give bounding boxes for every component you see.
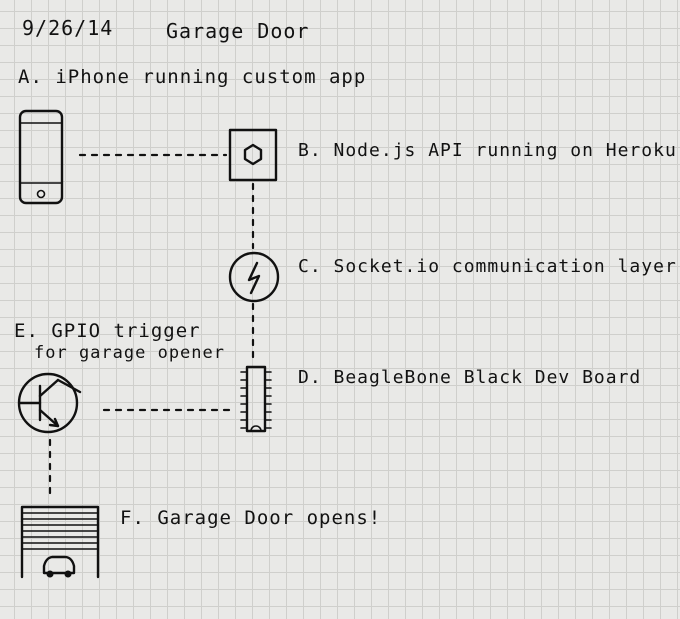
- transistor-icon: [17, 372, 82, 434]
- diagram-date: 9/26/14: [22, 16, 114, 40]
- garage-door-icon: [20, 505, 100, 579]
- iphone-icon: [18, 109, 64, 205]
- label-b-node-api: B. Node.js API running on Heroku: [298, 140, 677, 161]
- hexagon-server-icon: [228, 128, 278, 182]
- label-f-garage: F. Garage Door opens!: [120, 507, 382, 529]
- diagram-title: Garage Door: [166, 19, 310, 43]
- label-a-iphone: A. iPhone running custom app: [18, 66, 367, 88]
- label-d-beaglebone: D. BeagleBone Black Dev Board: [298, 367, 642, 388]
- label-e-gpio-line2: for garage opener: [34, 343, 225, 363]
- label-e-gpio-line1: E. GPIO trigger: [14, 320, 201, 342]
- label-c-socketio: C. Socket.io communication layer: [298, 256, 677, 277]
- lightning-icon: [228, 251, 280, 303]
- chip-icon: [240, 365, 272, 433]
